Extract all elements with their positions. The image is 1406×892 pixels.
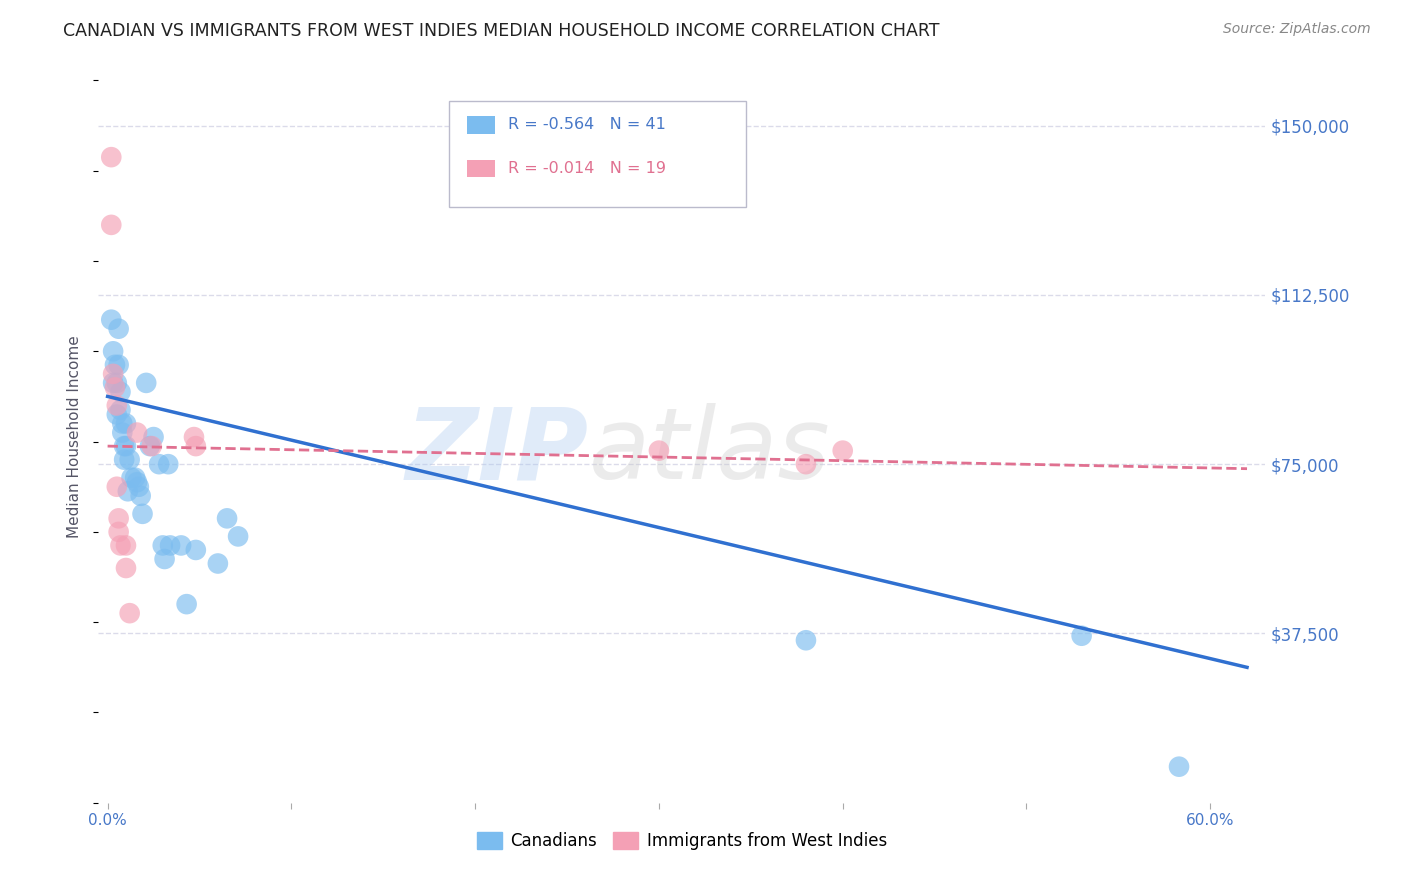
- Canadians: [112, 452, 135, 467]
- Immigrants from West Indies: [115, 538, 138, 552]
- Text: R = -0.564   N = 41: R = -0.564 N = 41: [508, 117, 666, 132]
- Canadians: [152, 538, 174, 552]
- Immigrants from West Indies: [110, 538, 132, 552]
- Immigrants from West Indies: [183, 430, 205, 444]
- Canadians: [153, 552, 176, 566]
- Immigrants from West Indies: [831, 443, 853, 458]
- Canadians: [110, 384, 132, 399]
- Immigrants from West Indies: [104, 380, 127, 394]
- Immigrants from West Indies: [184, 439, 207, 453]
- Immigrants from West Indies: [101, 367, 124, 381]
- Canadians: [129, 489, 152, 503]
- Immigrants from West Indies: [648, 443, 671, 458]
- Canadians: [125, 475, 148, 490]
- FancyBboxPatch shape: [467, 116, 495, 134]
- Canadians: [115, 439, 138, 453]
- Canadians: [111, 425, 134, 440]
- Canadians: [131, 507, 153, 521]
- Canadians: [135, 376, 157, 390]
- Canadians: [148, 457, 170, 471]
- Canadians: [794, 633, 817, 648]
- Immigrants from West Indies: [105, 399, 128, 413]
- Canadians: [101, 376, 124, 390]
- Canadians: [1168, 760, 1191, 774]
- Canadians: [170, 538, 193, 552]
- Text: CANADIAN VS IMMIGRANTS FROM WEST INDIES MEDIAN HOUSEHOLD INCOME CORRELATION CHAR: CANADIAN VS IMMIGRANTS FROM WEST INDIES …: [63, 22, 939, 40]
- Immigrants from West Indies: [100, 218, 122, 232]
- Immigrants from West Indies: [107, 511, 129, 525]
- Text: R = -0.014   N = 19: R = -0.014 N = 19: [508, 161, 666, 176]
- Canadians: [159, 538, 181, 552]
- Immigrants from West Indies: [118, 606, 141, 620]
- Immigrants from West Indies: [141, 439, 163, 453]
- Canadians: [157, 457, 180, 471]
- Immigrants from West Indies: [107, 524, 129, 539]
- Immigrants from West Indies: [125, 425, 148, 440]
- Canadians: [105, 376, 128, 390]
- Immigrants from West Indies: [794, 457, 817, 471]
- Text: Source: ZipAtlas.com: Source: ZipAtlas.com: [1223, 22, 1371, 37]
- Text: atlas: atlas: [589, 403, 830, 500]
- FancyBboxPatch shape: [449, 101, 747, 207]
- Canadians: [128, 480, 150, 494]
- Canadians: [117, 484, 139, 499]
- Canadians: [115, 417, 138, 431]
- Legend: Canadians, Immigrants from West Indies: Canadians, Immigrants from West Indies: [470, 825, 894, 856]
- Canadians: [176, 597, 198, 611]
- Canadians: [124, 471, 146, 485]
- Canadians: [226, 529, 249, 543]
- Canadians: [1070, 629, 1092, 643]
- Canadians: [207, 557, 229, 571]
- Canadians: [139, 439, 162, 453]
- Immigrants from West Indies: [100, 150, 122, 164]
- Canadians: [101, 344, 124, 359]
- Canadians: [105, 408, 128, 422]
- Immigrants from West Indies: [115, 561, 138, 575]
- Canadians: [111, 417, 134, 431]
- Immigrants from West Indies: [105, 480, 128, 494]
- Canadians: [118, 452, 141, 467]
- Canadians: [107, 322, 129, 336]
- Canadians: [100, 312, 122, 326]
- Canadians: [142, 430, 165, 444]
- Canadians: [110, 403, 132, 417]
- Text: ZIP: ZIP: [405, 403, 589, 500]
- Canadians: [104, 358, 127, 372]
- Canadians: [107, 358, 129, 372]
- FancyBboxPatch shape: [467, 160, 495, 178]
- Canadians: [184, 543, 207, 558]
- Y-axis label: Median Household Income: Median Household Income: [67, 335, 83, 539]
- Canadians: [112, 439, 135, 453]
- Canadians: [121, 471, 143, 485]
- Canadians: [215, 511, 238, 525]
